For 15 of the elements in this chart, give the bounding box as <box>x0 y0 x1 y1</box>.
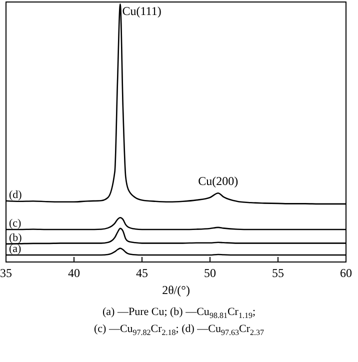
x-tick-label: 40 <box>68 266 80 280</box>
x-tick-label: 35 <box>0 266 12 280</box>
x-tick-label: 45 <box>136 266 148 280</box>
x-axis-title: 2θ/(°) <box>162 283 190 297</box>
text: (c) —Cu$_{97.82}$Cr$_{2.18}$; (d) —Cu$_{97.63}$Cr$_{2.37}$ <box>94 323 264 337</box>
x-tick-label: 55 <box>272 266 284 280</box>
series-label: (a) <box>9 243 22 256</box>
x-tick-label: 50 <box>204 266 216 280</box>
series-label: (b) <box>9 232 22 244</box>
series-label: (d) <box>9 188 22 201</box>
x-tick-label: 60 <box>340 266 352 280</box>
text: (a) —Pure Cu; (b) —Cu$_{98.81}$Cr$_{1.19}$; <box>102 306 256 320</box>
series-label: (c) <box>9 217 22 230</box>
annotation: Cu(111) <box>122 4 162 18</box>
annotation: Cu(200) <box>198 174 238 188</box>
